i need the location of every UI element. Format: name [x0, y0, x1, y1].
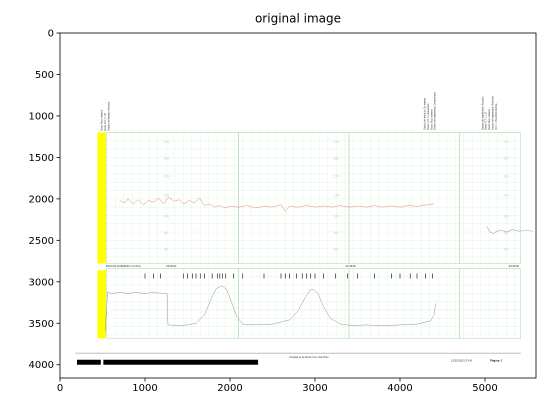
strip-scale-label: 180: [503, 156, 509, 160]
header-note-right-2: FCF 1: PERDIDA SENAL: [495, 102, 498, 130]
y-tick-label: 1500: [29, 153, 54, 164]
strip-scale-label: 100: [333, 214, 339, 218]
header-note-left: Modo Toco: externo: [101, 109, 104, 131]
x-tick-label: 3000: [302, 383, 327, 394]
header-note-left: Modo FCF 1: US: [104, 113, 107, 131]
time-label: 03:29:00: [509, 264, 520, 268]
strip-scale-label: 120: [333, 194, 339, 198]
strip-scale-label: 100: [163, 214, 169, 218]
x-tick-label: 2000: [217, 383, 242, 394]
header-note-left: Estado del tiempo: Actuado: [107, 101, 110, 131]
footer-page: Pàgina: 1: [490, 358, 503, 362]
x-tick-label: 4000: [387, 383, 412, 394]
strip-scale-label: 150: [333, 175, 339, 179]
y-tick-label: 3000: [29, 277, 54, 288]
strip-scale-label: 100: [503, 214, 509, 218]
footer-bar-long: [103, 359, 259, 365]
strip-scale-label: 180: [333, 156, 339, 160]
strip-scale-label: 80: [334, 231, 338, 235]
toco-grid: [106, 268, 521, 339]
time-label: 03:09:00: [166, 264, 177, 268]
strip-scale-label: 120: [163, 194, 169, 198]
uterine-trace: [104, 285, 436, 332]
image-background: [60, 33, 536, 378]
header-note-right-2: Estado del registrador: Activado: [492, 96, 495, 130]
y-tick-label: 500: [35, 70, 54, 81]
yellow-band-top: [97, 132, 106, 264]
strip-scale-label: 60: [334, 248, 338, 252]
strip-scale-label: 150: [503, 175, 509, 179]
strip-border: [106, 132, 521, 264]
chart-title: original image: [255, 12, 341, 26]
yellow-band-bottom: [97, 270, 106, 339]
header-note-right: Estado del modulo: En espera: [424, 97, 427, 130]
axes: 0 1000 2000 3000 4000 5000 0 500 1000 1500 2000 250…: [29, 29, 537, 394]
header-note-right-2: Estado del registrador: Actuado: [481, 96, 484, 130]
fhr-trace: [119, 196, 435, 212]
y-tick-label: 0: [48, 29, 54, 40]
strip-scale-label: 220: [333, 140, 339, 144]
y-tick-label: 2500: [29, 236, 54, 247]
fhr-grid: [106, 132, 521, 264]
x-tick-label: 0: [57, 383, 63, 394]
strip-scale-label: 220: [503, 140, 509, 144]
secondary-trace: [486, 226, 533, 235]
y-tick-label: 4000: [29, 360, 54, 371]
header-note-right-2: Modo FCF 1: US: [485, 112, 488, 130]
footer-center-text: Hospital de la Santa Creu i Sant Pau: [290, 356, 330, 359]
strip-scale-label: 180: [163, 156, 169, 160]
time-label: 03:19:00: [346, 264, 357, 268]
strip-scale-label: 80: [504, 231, 508, 235]
plot-area: 220 180 150 120 100 80 60 220 180 150 120 100 80 60 22…: [60, 33, 536, 378]
strip-scale-label: 60: [164, 248, 168, 252]
footer-bar-short: [77, 359, 101, 365]
y-tick-label: 2000: [29, 194, 54, 205]
x-tick-label: 5000: [472, 383, 497, 394]
y-tick-label: 3500: [29, 319, 54, 330]
header-note-right: Modo Toco: externo: [430, 108, 433, 130]
strip-scale-label: 120: [503, 194, 509, 198]
header-note-right: Estado del registrador: Desactivado: [434, 91, 437, 130]
strip-scale-label: 150: [163, 175, 169, 179]
axes-frame: [59, 32, 537, 379]
footer-date: 11/30/2023 13:41: [451, 358, 473, 362]
time-label: 03:04:33 11/30/2023 1 cm/min: [106, 264, 141, 268]
strip-scale-label: 60: [504, 248, 508, 252]
header-note-right-2: Modo Toco: externo: [488, 108, 491, 130]
header-note-right: Modo FCF 1: ultrasonido: [427, 103, 430, 130]
y-tick-label: 1000: [29, 111, 54, 122]
strip-scale-label: 80: [164, 231, 168, 235]
strip-scale-label: 220: [163, 140, 169, 144]
x-tick-label: 1000: [132, 383, 157, 394]
